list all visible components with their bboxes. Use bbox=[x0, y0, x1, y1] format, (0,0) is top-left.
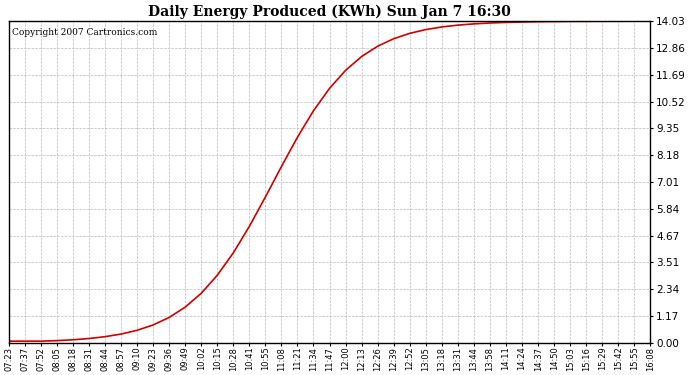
Title: Daily Energy Produced (KWh) Sun Jan 7 16:30: Daily Energy Produced (KWh) Sun Jan 7 16… bbox=[148, 4, 511, 18]
Text: Copyright 2007 Cartronics.com: Copyright 2007 Cartronics.com bbox=[12, 27, 157, 36]
